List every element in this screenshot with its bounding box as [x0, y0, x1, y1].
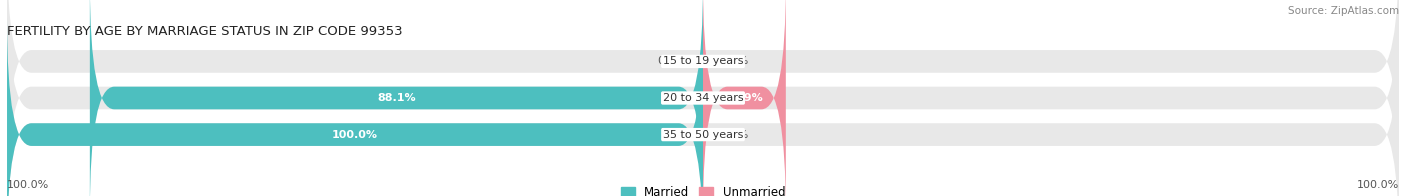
Text: 15 to 19 years: 15 to 19 years	[662, 56, 744, 66]
FancyBboxPatch shape	[7, 0, 1399, 196]
Text: 100.0%: 100.0%	[332, 130, 378, 140]
Text: 100.0%: 100.0%	[1357, 180, 1399, 190]
Text: 0.0%: 0.0%	[658, 56, 686, 66]
FancyBboxPatch shape	[7, 0, 1399, 178]
FancyBboxPatch shape	[7, 18, 1399, 196]
FancyBboxPatch shape	[7, 18, 703, 196]
Text: 11.9%: 11.9%	[725, 93, 763, 103]
Text: 20 to 34 years: 20 to 34 years	[662, 93, 744, 103]
Text: FERTILITY BY AGE BY MARRIAGE STATUS IN ZIP CODE 99353: FERTILITY BY AGE BY MARRIAGE STATUS IN Z…	[7, 25, 402, 38]
Text: Source: ZipAtlas.com: Source: ZipAtlas.com	[1288, 6, 1399, 16]
Legend: Married, Unmarried: Married, Unmarried	[616, 182, 790, 196]
Text: 0.0%: 0.0%	[720, 130, 748, 140]
FancyBboxPatch shape	[703, 0, 786, 196]
Text: 0.0%: 0.0%	[720, 56, 748, 66]
Text: 35 to 50 years: 35 to 50 years	[662, 130, 744, 140]
Text: 100.0%: 100.0%	[7, 180, 49, 190]
FancyBboxPatch shape	[90, 0, 703, 196]
Text: 88.1%: 88.1%	[377, 93, 416, 103]
